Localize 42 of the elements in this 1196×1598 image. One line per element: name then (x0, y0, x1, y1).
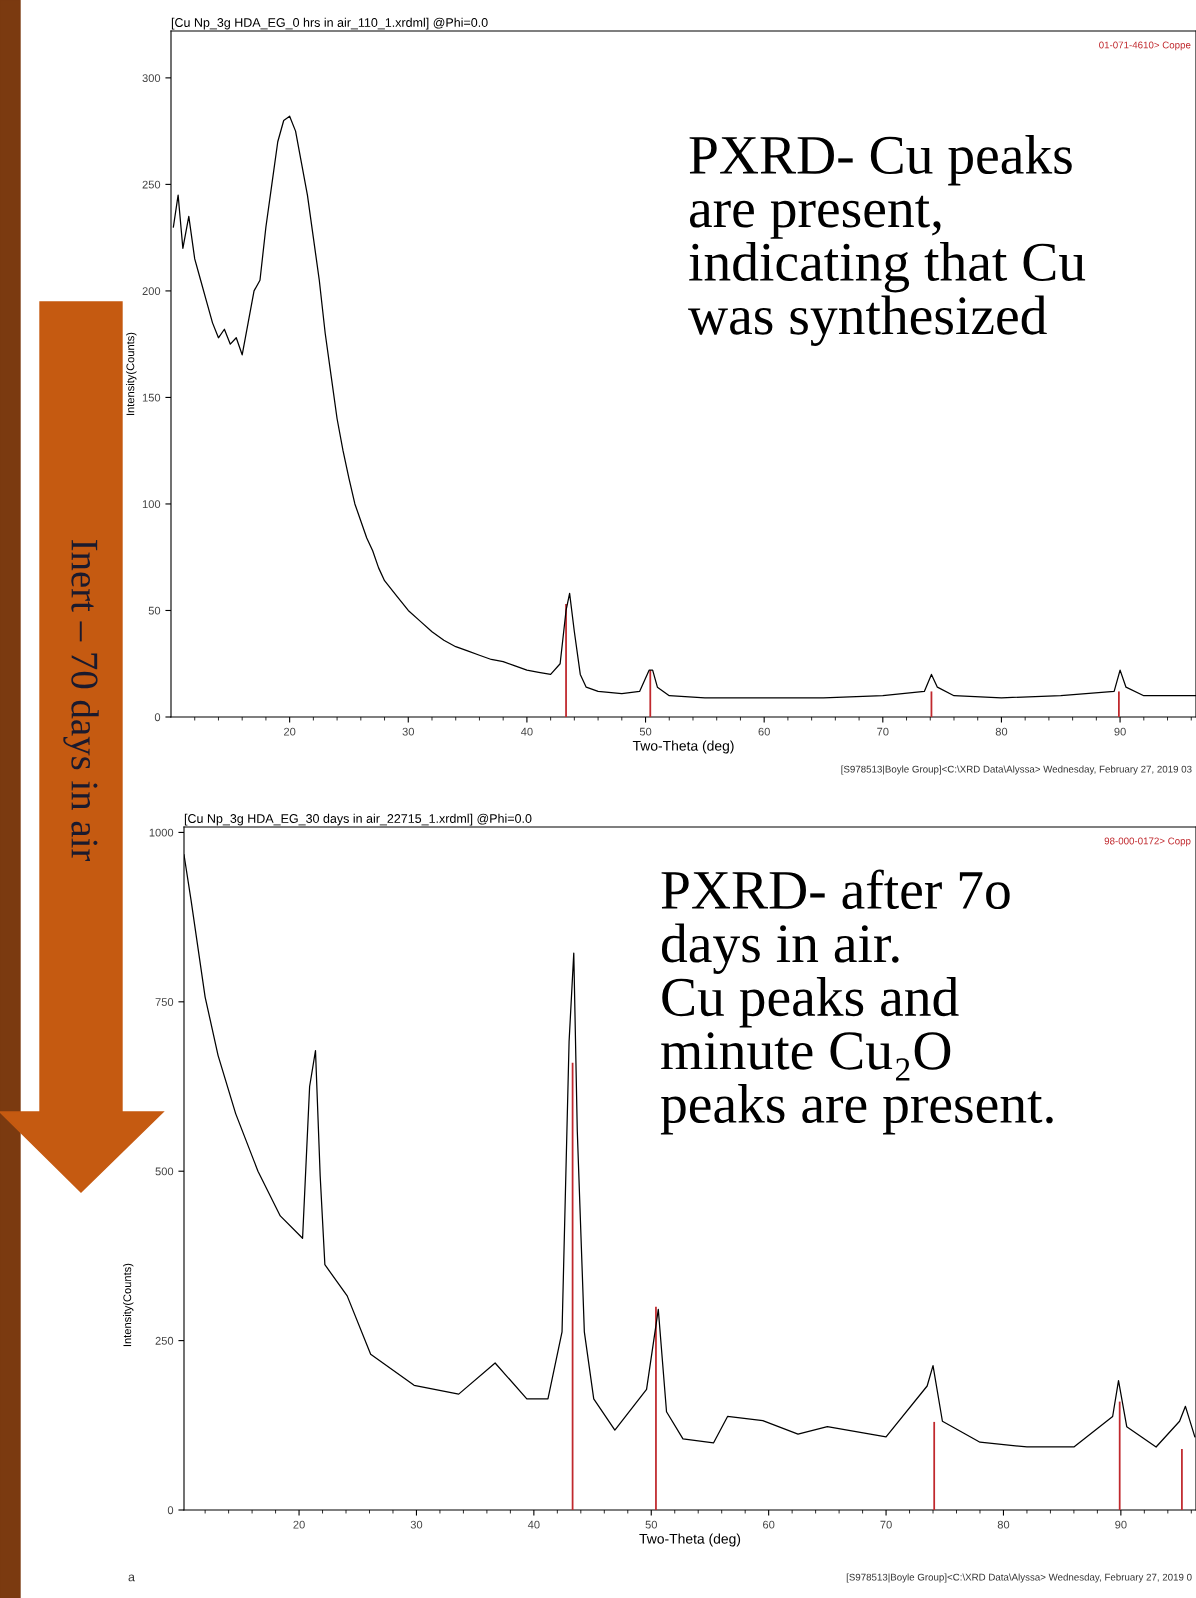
x-tick-label: 80 (995, 727, 1008, 736)
x-tick-label: 60 (758, 727, 770, 736)
x-tick-label: 60 (763, 1520, 775, 1529)
annotation: PXRD- after 7o days in air. Cu peaks and minute Cu₂O peaks are present. (660, 869, 1053, 1135)
x-axis-title: Two-Theta (deg) (632, 740, 734, 754)
text: [S978513|Boyle Group]<C:\XRD Data\Alyssa> Wednesday, February 27, 2019 03 (841, 765, 1192, 775)
x-tick-label: 40 (527, 1520, 540, 1529)
x-tick-label: 90 (1115, 1520, 1127, 1529)
x-tick-label: 70 (880, 1520, 892, 1529)
chart-title: [Cu Np_3g HDA_EG_0 hrs in air_110_1.xrdml] @Phi=0.0 (171, 17, 488, 30)
x-tick-label: 30 (402, 727, 415, 736)
y-tick-label: 1000 (149, 828, 174, 837)
y-tick-label: 100 (142, 500, 161, 509)
x-tick-label: 20 (293, 1520, 305, 1529)
annotation: PXRD- Cu peaks are present, indicating that Cu was synthesized (688, 135, 1086, 347)
y-tick-label: 50 (148, 606, 161, 615)
x-tick-label: 30 (410, 1520, 423, 1529)
y-tick-label: 0 (154, 713, 161, 722)
text: [S978513|Boyle Group]<C:\XRD Data\Alyssa> Wednesday, February 27, 2019 0 (846, 1573, 1192, 1583)
text: 01-071-4610> Coppe (1099, 41, 1191, 51)
x-axis-title: Two-Theta (deg) (639, 1533, 741, 1547)
x-tick-label: 50 (645, 1520, 657, 1529)
y-axis-title: Intensity(Counts) (123, 1263, 134, 1347)
y-tick-label: 300 (142, 74, 161, 82)
x-tick-label: 50 (639, 727, 652, 736)
y-tick-label: 200 (142, 287, 161, 296)
y-tick-label: 0 (167, 1506, 174, 1515)
y-tick-label: 250 (155, 1336, 174, 1345)
text: 98-000-0172> Copp (1104, 837, 1191, 847)
y-tick-label: 500 (155, 1167, 174, 1176)
chart-title: [Cu Np_3g HDA_EG_30 days in air_22715_1.xrdml] @Phi=0.0 (184, 813, 532, 826)
y-axis-title: Intensity(Counts) (126, 332, 137, 415)
y-tick-label: 150 (142, 393, 161, 402)
x-tick-label: 70 (877, 727, 889, 736)
x-tick-label: 80 (997, 1520, 1010, 1529)
x-tick-label: 20 (284, 727, 296, 736)
text: a (128, 1574, 135, 1582)
text: Inert – 70 days in air (63, 539, 99, 862)
x-tick-label: 40 (520, 727, 533, 736)
x-tick-label: 90 (1114, 727, 1126, 736)
y-tick-label: 250 (142, 180, 161, 189)
y-tick-label: 750 (155, 998, 174, 1006)
